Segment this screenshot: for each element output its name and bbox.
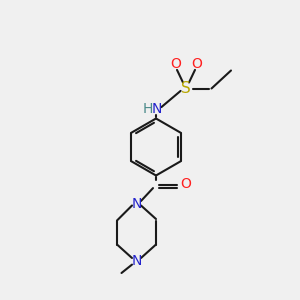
Text: N: N <box>131 254 142 268</box>
Text: H: H <box>142 102 153 116</box>
Text: O: O <box>191 58 202 71</box>
Text: O: O <box>170 58 181 71</box>
Text: N: N <box>131 197 142 211</box>
Text: N: N <box>152 102 162 116</box>
Text: S: S <box>181 81 191 96</box>
Text: O: O <box>181 178 191 191</box>
